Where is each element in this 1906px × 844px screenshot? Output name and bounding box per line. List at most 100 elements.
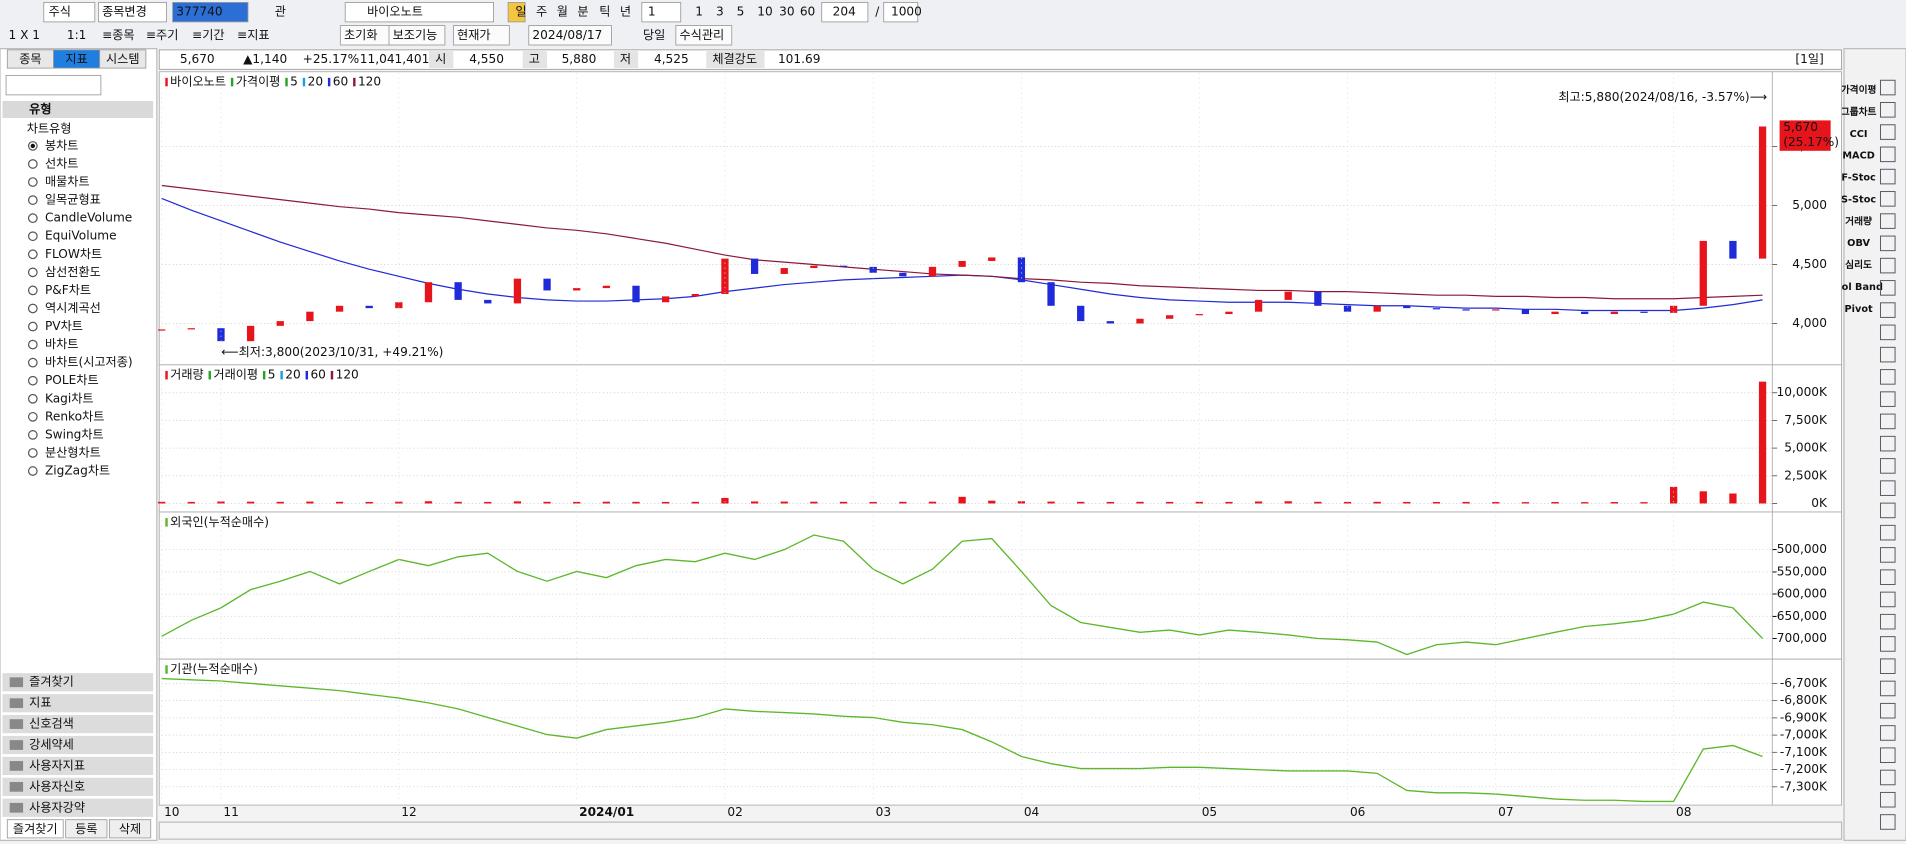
radio[interactable] xyxy=(27,285,38,296)
folder-row[interactable] xyxy=(2,756,154,776)
tree-item[interactable]: 매물차트 xyxy=(45,175,90,189)
radio[interactable] xyxy=(27,339,38,350)
toolbar-field[interactable] xyxy=(172,2,249,23)
toolbar-label[interactable]: 1000 xyxy=(891,5,922,19)
folder-label[interactable]: 즐겨찾기 xyxy=(29,675,74,689)
toolbar-button[interactable]: 10 xyxy=(757,5,772,19)
tool-icon[interactable] xyxy=(1879,725,1896,741)
tree-group[interactable]: 차트유형 xyxy=(27,121,72,135)
tool-button[interactable]: 그룹차트 xyxy=(1841,105,1877,118)
radio[interactable] xyxy=(27,357,38,368)
bottom-tab[interactable]: 삭제 xyxy=(119,822,141,836)
tool-icon[interactable] xyxy=(1879,168,1896,185)
tree-item[interactable]: 역시계곡선 xyxy=(45,301,101,315)
folder-row[interactable] xyxy=(2,714,154,734)
tool-icon[interactable] xyxy=(1879,346,1896,363)
tool-icon[interactable] xyxy=(1879,547,1896,563)
toolbar-button[interactable]: 일 xyxy=(515,5,526,19)
tool-icon[interactable] xyxy=(1879,280,1896,296)
tool-icon[interactable] xyxy=(1879,435,1896,452)
tool-icon[interactable] xyxy=(1879,302,1896,318)
folder-row[interactable] xyxy=(2,694,154,713)
tool-button[interactable]: Bol Band xyxy=(1834,282,1883,293)
radio[interactable] xyxy=(27,267,38,278)
tool-icon[interactable] xyxy=(1879,324,1896,341)
radio[interactable] xyxy=(27,195,38,205)
folder-label[interactable]: 사용자강약 xyxy=(29,799,85,814)
toolbar-field[interactable] xyxy=(641,2,682,23)
tool-icon[interactable] xyxy=(1879,747,1896,764)
folder-label[interactable]: 지표 xyxy=(29,696,51,710)
tool-icon[interactable] xyxy=(1879,791,1896,808)
toolbar-button[interactable]: 보조기능 xyxy=(393,28,438,42)
toolbar-button[interactable]: 1 xyxy=(695,5,703,19)
radio[interactable] xyxy=(27,159,38,169)
tree-item[interactable]: PV차트 xyxy=(45,319,83,333)
folder-label[interactable]: 사용자지표 xyxy=(29,758,85,772)
tool-icon[interactable] xyxy=(1879,636,1896,652)
tool-icon[interactable] xyxy=(1879,814,1896,830)
tree-item[interactable]: 바차트(시고저종) xyxy=(45,355,133,369)
toolbar-label[interactable]: / xyxy=(875,5,880,19)
tree-item[interactable]: 일목균형표 xyxy=(45,193,101,207)
tool-icon[interactable] xyxy=(1879,658,1896,674)
tool-icon[interactable] xyxy=(1879,524,1896,541)
tool-button[interactable]: OBV xyxy=(1847,238,1870,249)
toolbar-button[interactable]: 1 xyxy=(648,5,656,19)
toolbar-button[interactable] xyxy=(388,25,446,46)
bottom-tab[interactable] xyxy=(65,819,108,839)
toolbar-button[interactable] xyxy=(675,25,733,46)
toolbar-button[interactable]: ≡지표 xyxy=(237,28,270,42)
tool-icon[interactable] xyxy=(1879,124,1896,140)
toolbar-button[interactable] xyxy=(528,25,612,46)
toolbar-button[interactable]: ≡종목 xyxy=(102,28,135,42)
toolbar-label[interactable]: 종목변경 xyxy=(102,5,147,19)
toolbar-label[interactable]: 204 xyxy=(833,5,856,19)
toolbar-button[interactable]: ≡기간 xyxy=(192,28,225,42)
tool-icon[interactable] xyxy=(1879,257,1896,274)
folder-label[interactable]: 사용자신호 xyxy=(29,779,85,793)
bottom-tab[interactable] xyxy=(6,819,64,839)
search-box[interactable] xyxy=(5,74,102,96)
radio[interactable] xyxy=(27,303,38,314)
toolbar-button[interactable]: 수식관리 xyxy=(679,28,724,42)
toolbar-button[interactable]: 2024/08/17 xyxy=(532,28,602,42)
radio[interactable] xyxy=(27,177,38,187)
tree-item[interactable]: ZigZag차트 xyxy=(45,464,110,478)
radio[interactable] xyxy=(27,393,38,404)
toolbar-label[interactable]: 주식 xyxy=(49,5,71,19)
tool-icon[interactable] xyxy=(1879,213,1896,229)
folder-row[interactable] xyxy=(2,777,154,796)
tree-item[interactable]: 봉차트 xyxy=(45,138,79,152)
sidebar-tab[interactable]: 시스템 xyxy=(106,52,140,66)
tool-button[interactable]: 가격이평 xyxy=(1841,83,1877,96)
tool-icon[interactable] xyxy=(1879,569,1896,585)
toolbar-button[interactable]: 60 xyxy=(800,5,815,19)
tree-item[interactable]: CandleVolume xyxy=(45,211,132,225)
tool-button[interactable]: CCI xyxy=(1850,129,1868,140)
radio[interactable] xyxy=(27,448,38,458)
tree-item[interactable]: Kagi차트 xyxy=(45,391,94,405)
toolbar-button[interactable]: 당일 xyxy=(643,28,665,42)
toolbar-button[interactable] xyxy=(507,2,526,23)
radio[interactable] xyxy=(27,411,38,422)
toolbar-button[interactable]: 주 xyxy=(536,5,547,19)
tree-item[interactable]: Renko차트 xyxy=(45,409,104,423)
tool-icon[interactable] xyxy=(1879,680,1896,697)
tool-icon[interactable] xyxy=(1879,502,1896,519)
tree-item[interactable]: Swing차트 xyxy=(45,427,104,441)
tool-icon[interactable] xyxy=(1879,191,1896,207)
tool-icon[interactable] xyxy=(1879,146,1896,163)
tool-icon[interactable] xyxy=(1879,413,1896,430)
tree-item[interactable]: 선차트 xyxy=(45,156,79,170)
tool-button[interactable]: MACD xyxy=(1842,151,1874,162)
scrollbar[interactable] xyxy=(158,821,1843,840)
toolbar-label[interactable]: 377740 xyxy=(176,5,222,19)
tree-item[interactable]: 삼선전환도 xyxy=(45,265,101,279)
tool-icon[interactable] xyxy=(1879,235,1896,252)
radio[interactable] xyxy=(27,430,38,440)
sidebar-tab[interactable] xyxy=(99,49,147,69)
tool-icon[interactable] xyxy=(1879,369,1896,385)
toolbar-field[interactable] xyxy=(98,2,167,23)
folder-label[interactable]: 강세약세 xyxy=(29,737,74,752)
